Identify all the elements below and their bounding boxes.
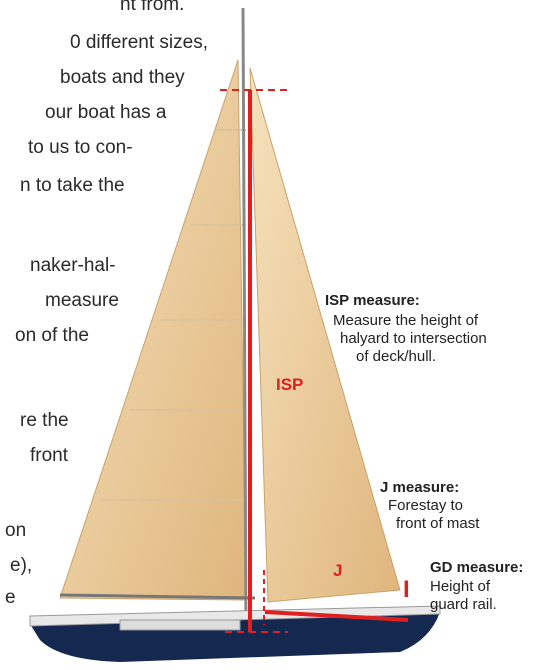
annotation-text: guard rail.: [430, 596, 497, 613]
gd-annotation: GD measure: Height of guard rail. I: [403, 559, 523, 613]
body-text-line: measure: [45, 290, 119, 311]
body-text-line: to us to con-: [28, 137, 133, 158]
annotation-text: of deck/hull.: [356, 348, 436, 365]
body-text-line: our boat has a: [45, 102, 167, 123]
body-text-line: naker-hal-: [30, 255, 116, 276]
body-text-line: boats and they: [60, 67, 185, 88]
annotation-title: ISP measure:: [325, 292, 420, 309]
measure-label: J: [333, 561, 342, 580]
body-text-line: e),: [10, 555, 32, 576]
body-text-line: 0 different sizes,: [70, 32, 208, 53]
annotation-text: halyard to intersection: [340, 330, 487, 347]
body-text-line: re the: [20, 410, 69, 431]
annotation-text: front of mast: [396, 515, 480, 532]
annotation-text: Forestay to: [388, 497, 463, 514]
annotation-text: Height of: [430, 578, 491, 595]
annotation-title: GD measure:: [430, 559, 523, 576]
diagram: nt from. 0 different sizes, boats and they…: [0, 0, 547, 670]
body-text-line: nt from.: [120, 0, 184, 15]
annotation-text: Measure the height of: [333, 312, 479, 329]
body-text-line: e: [5, 587, 16, 608]
measure-label: ISP: [276, 375, 303, 394]
measure-label: I: [403, 576, 410, 603]
body-text-line: front: [30, 445, 69, 466]
annotation-title: J measure:: [380, 479, 459, 496]
body-text-line: on: [5, 520, 26, 541]
body-text-line: on of the: [15, 325, 89, 346]
body-text-line: n to take the: [20, 175, 125, 196]
